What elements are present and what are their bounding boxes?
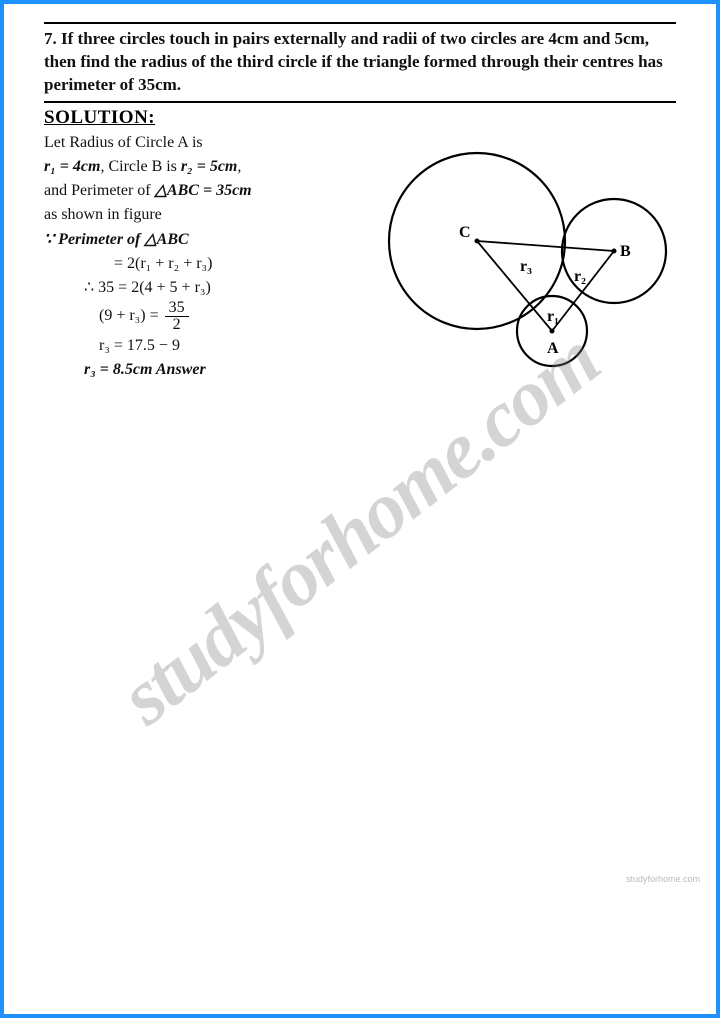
content-row: Let Radius of Circle A is r₁ = 4cm, Circ…: [44, 131, 676, 391]
eq3-lhs: (9 + r₃) =: [99, 307, 163, 324]
solution-heading: SOLUTION:: [44, 107, 676, 129]
fraction-den: 2: [165, 317, 189, 333]
intro-line-3: and Perimeter of △ABC = 35cm: [44, 179, 344, 202]
comma: ,: [237, 158, 241, 175]
equation-1: = 2(r₁ + r₂ + r₃): [44, 252, 344, 275]
equation-5: r₃ = 8.5cm Answer: [44, 358, 344, 381]
equation-2: ∴ 35 = 2(4 + 5 + r₃): [44, 276, 344, 299]
rule-bottom: [44, 101, 676, 103]
intro-line-1: Let Radius of Circle A is: [44, 131, 344, 154]
center-b: [612, 248, 617, 253]
perimeter-value: △ABC = 35cm: [155, 182, 252, 199]
fraction: 352: [165, 300, 189, 333]
center-a: [550, 328, 555, 333]
label-r1: r₁: [547, 308, 559, 325]
answer-word: Answer: [156, 361, 206, 378]
fraction-num: 35: [165, 300, 189, 317]
center-c: [475, 238, 480, 243]
circles-svg: C B Ar₃ r₂ r₁: [342, 131, 682, 391]
rule-top: [44, 22, 676, 24]
txt: , Circle B is: [100, 158, 180, 175]
label-b: B: [620, 243, 631, 260]
page: 7. If three circles touch in pairs exter…: [4, 4, 716, 1014]
label-c: C: [459, 224, 471, 241]
equation-3: (9 + r₃) = 352: [44, 300, 344, 333]
label-a: A: [547, 340, 559, 357]
diagram: C B Ar₃ r₂ r₁: [352, 131, 676, 391]
label-r3: r₃: [520, 258, 532, 275]
question-text: 7. If three circles touch in pairs exter…: [44, 26, 676, 99]
tiny-watermark: studyforhome.com: [626, 874, 700, 884]
r2-value: r₂ = 5cm: [181, 158, 237, 175]
solution-text: Let Radius of Circle A is r₁ = 4cm, Circ…: [44, 131, 344, 391]
perimeter-label: ∵ Perimeter of △ABC: [44, 228, 344, 251]
intro-line-4: as shown in figure: [44, 203, 344, 226]
txt: and Perimeter of: [44, 182, 155, 199]
intro-line-2: r₁ = 4cm, Circle B is r₂ = 5cm,: [44, 155, 344, 178]
answer-value: r₃ = 8.5cm: [84, 361, 156, 378]
triangle-abc: [477, 241, 614, 331]
label-r2: r₂: [574, 268, 586, 285]
r1-value: r₁ = 4cm: [44, 158, 100, 175]
equation-4: r₃ = 17.5 − 9: [44, 334, 344, 357]
